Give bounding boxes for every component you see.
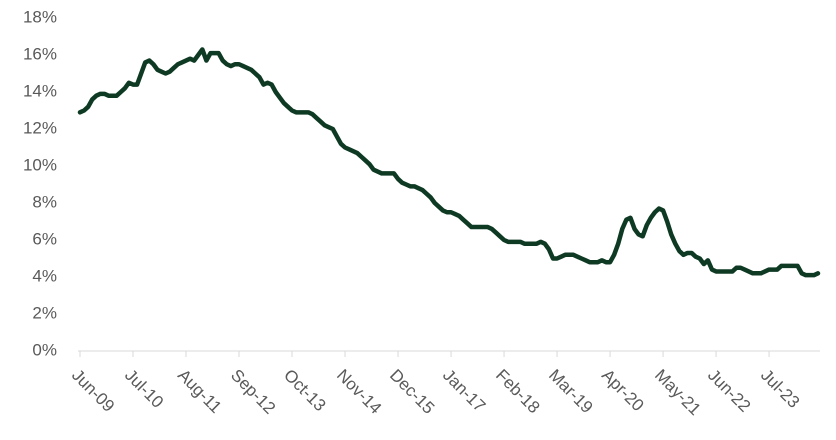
x-tick-label: May-21 <box>651 366 705 420</box>
x-tick-label: Nov-14 <box>333 366 385 418</box>
x-tick-label: Oct-13 <box>280 366 330 416</box>
x-tick-label: Jul-23 <box>757 366 803 412</box>
x-tick-label: Sep-12 <box>227 366 279 418</box>
x-tick-label: Apr-20 <box>598 366 648 416</box>
x-tick-label: Dec-15 <box>386 366 438 418</box>
y-tick-label: 0% <box>32 340 57 359</box>
y-tick-label: 4% <box>32 266 57 285</box>
line-series <box>77 47 821 278</box>
y-tick-label: 18% <box>23 7 57 26</box>
x-tick-label: Mar-19 <box>545 366 597 418</box>
y-tick-label: 10% <box>23 155 57 174</box>
x-tick-label: Feb-18 <box>492 366 544 418</box>
y-tick-label: 14% <box>23 81 57 100</box>
y-tick-label: 2% <box>32 303 57 322</box>
x-tick-label: Jan-17 <box>439 366 489 416</box>
x-tick-label: Jun-22 <box>704 366 754 416</box>
y-tick-label: 16% <box>23 44 57 63</box>
x-tick-label: Aug-11 <box>174 366 225 417</box>
y-tick-label: 12% <box>23 118 57 137</box>
y-tick-label: 6% <box>32 229 57 248</box>
y-tick-label: 8% <box>32 192 57 211</box>
x-tick-label: Jul-10 <box>121 366 167 412</box>
x-tick-label: Jun-09 <box>68 366 118 416</box>
